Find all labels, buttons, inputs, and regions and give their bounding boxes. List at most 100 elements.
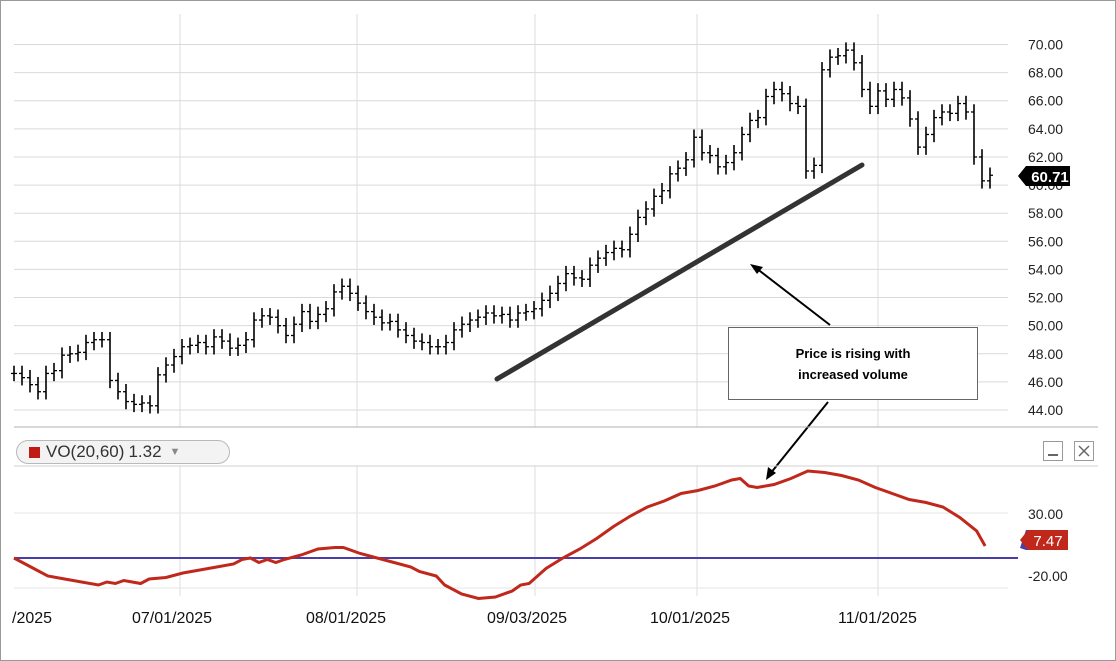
price-bar bbox=[859, 55, 865, 98]
price-bar bbox=[227, 333, 233, 356]
price-bar bbox=[851, 42, 857, 71]
price-bar bbox=[643, 201, 649, 226]
price-bar bbox=[35, 376, 41, 400]
price-bar bbox=[611, 240, 617, 261]
close-button[interactable] bbox=[1074, 441, 1094, 461]
indicator-selector[interactable]: VO(20,60) 1.32 ▼ bbox=[16, 440, 230, 464]
vo-badge: 0.00 7.47 bbox=[1020, 530, 1068, 559]
price-bar bbox=[971, 104, 977, 165]
grid bbox=[14, 14, 1008, 596]
price-bar bbox=[283, 317, 289, 344]
price-bar bbox=[659, 182, 665, 205]
price-bar bbox=[835, 48, 841, 65]
price-bar bbox=[963, 95, 969, 120]
price-bar bbox=[699, 129, 705, 161]
annotation-box: Price is rising with increased volume bbox=[728, 327, 978, 400]
price-bar bbox=[91, 331, 97, 351]
price-bar bbox=[451, 322, 457, 351]
price-tick-label: 52.00 bbox=[1028, 290, 1063, 306]
x-axis: /2025 07/01/2025 08/01/2025 09/03/2025 10/01… bbox=[12, 610, 917, 627]
price-bar bbox=[147, 395, 153, 414]
price-bar bbox=[123, 383, 129, 410]
price-bar bbox=[555, 275, 561, 302]
x-tick-label: /2025 bbox=[12, 610, 52, 627]
price-bar bbox=[667, 166, 673, 199]
price-bar bbox=[75, 344, 81, 362]
price-bar bbox=[115, 372, 121, 400]
price-bar bbox=[571, 265, 577, 286]
price-bar bbox=[603, 244, 609, 266]
price-bar bbox=[403, 322, 409, 344]
price-tick-label: 44.00 bbox=[1028, 402, 1063, 418]
price-bar bbox=[51, 362, 57, 382]
price-bar bbox=[547, 285, 553, 309]
price-bar bbox=[683, 152, 689, 176]
price-bar bbox=[475, 309, 481, 328]
x-tick-label: 07/01/2025 bbox=[132, 610, 212, 627]
price-bar bbox=[491, 305, 497, 324]
indicator-value: 1.32 bbox=[128, 442, 162, 461]
price-tick-label: 56.00 bbox=[1028, 233, 1063, 249]
price-bar bbox=[923, 126, 929, 155]
price-bar bbox=[235, 337, 241, 356]
price-bar bbox=[987, 167, 993, 189]
price-bar bbox=[523, 303, 529, 321]
price-bar bbox=[387, 313, 393, 331]
price-bar bbox=[379, 309, 385, 331]
price-bar bbox=[339, 278, 345, 300]
price-bar bbox=[219, 329, 225, 349]
price-bar bbox=[139, 395, 145, 413]
price-bars bbox=[11, 42, 993, 414]
price-bar bbox=[899, 81, 905, 106]
price-bar bbox=[411, 327, 417, 349]
price-bar bbox=[827, 49, 833, 78]
price-bar bbox=[259, 308, 265, 328]
price-bar bbox=[675, 160, 681, 182]
price-bar bbox=[939, 104, 945, 126]
price-bar bbox=[187, 337, 193, 355]
price-bar bbox=[875, 83, 881, 115]
price-bar bbox=[171, 348, 177, 373]
price-bar bbox=[179, 339, 185, 365]
price-bar bbox=[795, 95, 801, 115]
price-bar bbox=[707, 145, 713, 164]
x-tick-label: 09/03/2025 bbox=[487, 610, 567, 627]
price-bar bbox=[595, 250, 601, 273]
price-bar bbox=[531, 301, 537, 320]
price-bar bbox=[731, 145, 737, 171]
price-bar bbox=[507, 306, 513, 328]
price-bar bbox=[691, 129, 697, 168]
price-bar bbox=[195, 334, 201, 354]
price-bar bbox=[803, 98, 809, 179]
chevron-down-icon[interactable]: ▼ bbox=[169, 446, 181, 458]
price-bar bbox=[347, 278, 353, 302]
price-bar bbox=[891, 81, 897, 108]
price-bar bbox=[947, 104, 953, 122]
price-bar bbox=[747, 112, 753, 143]
price-tick-label: 58.00 bbox=[1028, 205, 1063, 221]
price-bar bbox=[59, 347, 65, 379]
price-bar bbox=[843, 42, 849, 64]
price-bar bbox=[483, 305, 489, 325]
arrow-volume bbox=[766, 401, 829, 480]
minimize-button[interactable] bbox=[1043, 441, 1063, 461]
price-bar bbox=[419, 333, 425, 351]
price-bar bbox=[131, 393, 137, 413]
price-bar bbox=[427, 334, 433, 355]
price-bar bbox=[635, 209, 641, 243]
price-bar bbox=[443, 334, 449, 355]
price-badge-label: 60.71 bbox=[1031, 169, 1069, 186]
vo-y-axis: 30.00 -20.00 bbox=[1028, 506, 1068, 584]
price-bar bbox=[291, 316, 297, 344]
arrow-price bbox=[750, 264, 831, 326]
price-bar bbox=[107, 331, 113, 389]
price-tick-label: 46.00 bbox=[1028, 374, 1063, 390]
price-bar bbox=[11, 365, 17, 382]
price-bar bbox=[459, 316, 465, 338]
price-bar bbox=[27, 369, 33, 393]
price-bar bbox=[155, 367, 161, 414]
price-bar bbox=[763, 88, 769, 126]
annotation-line-1: Price is rising with bbox=[795, 345, 911, 361]
price-tick-label: 66.00 bbox=[1028, 93, 1063, 109]
price-bar bbox=[83, 334, 89, 361]
